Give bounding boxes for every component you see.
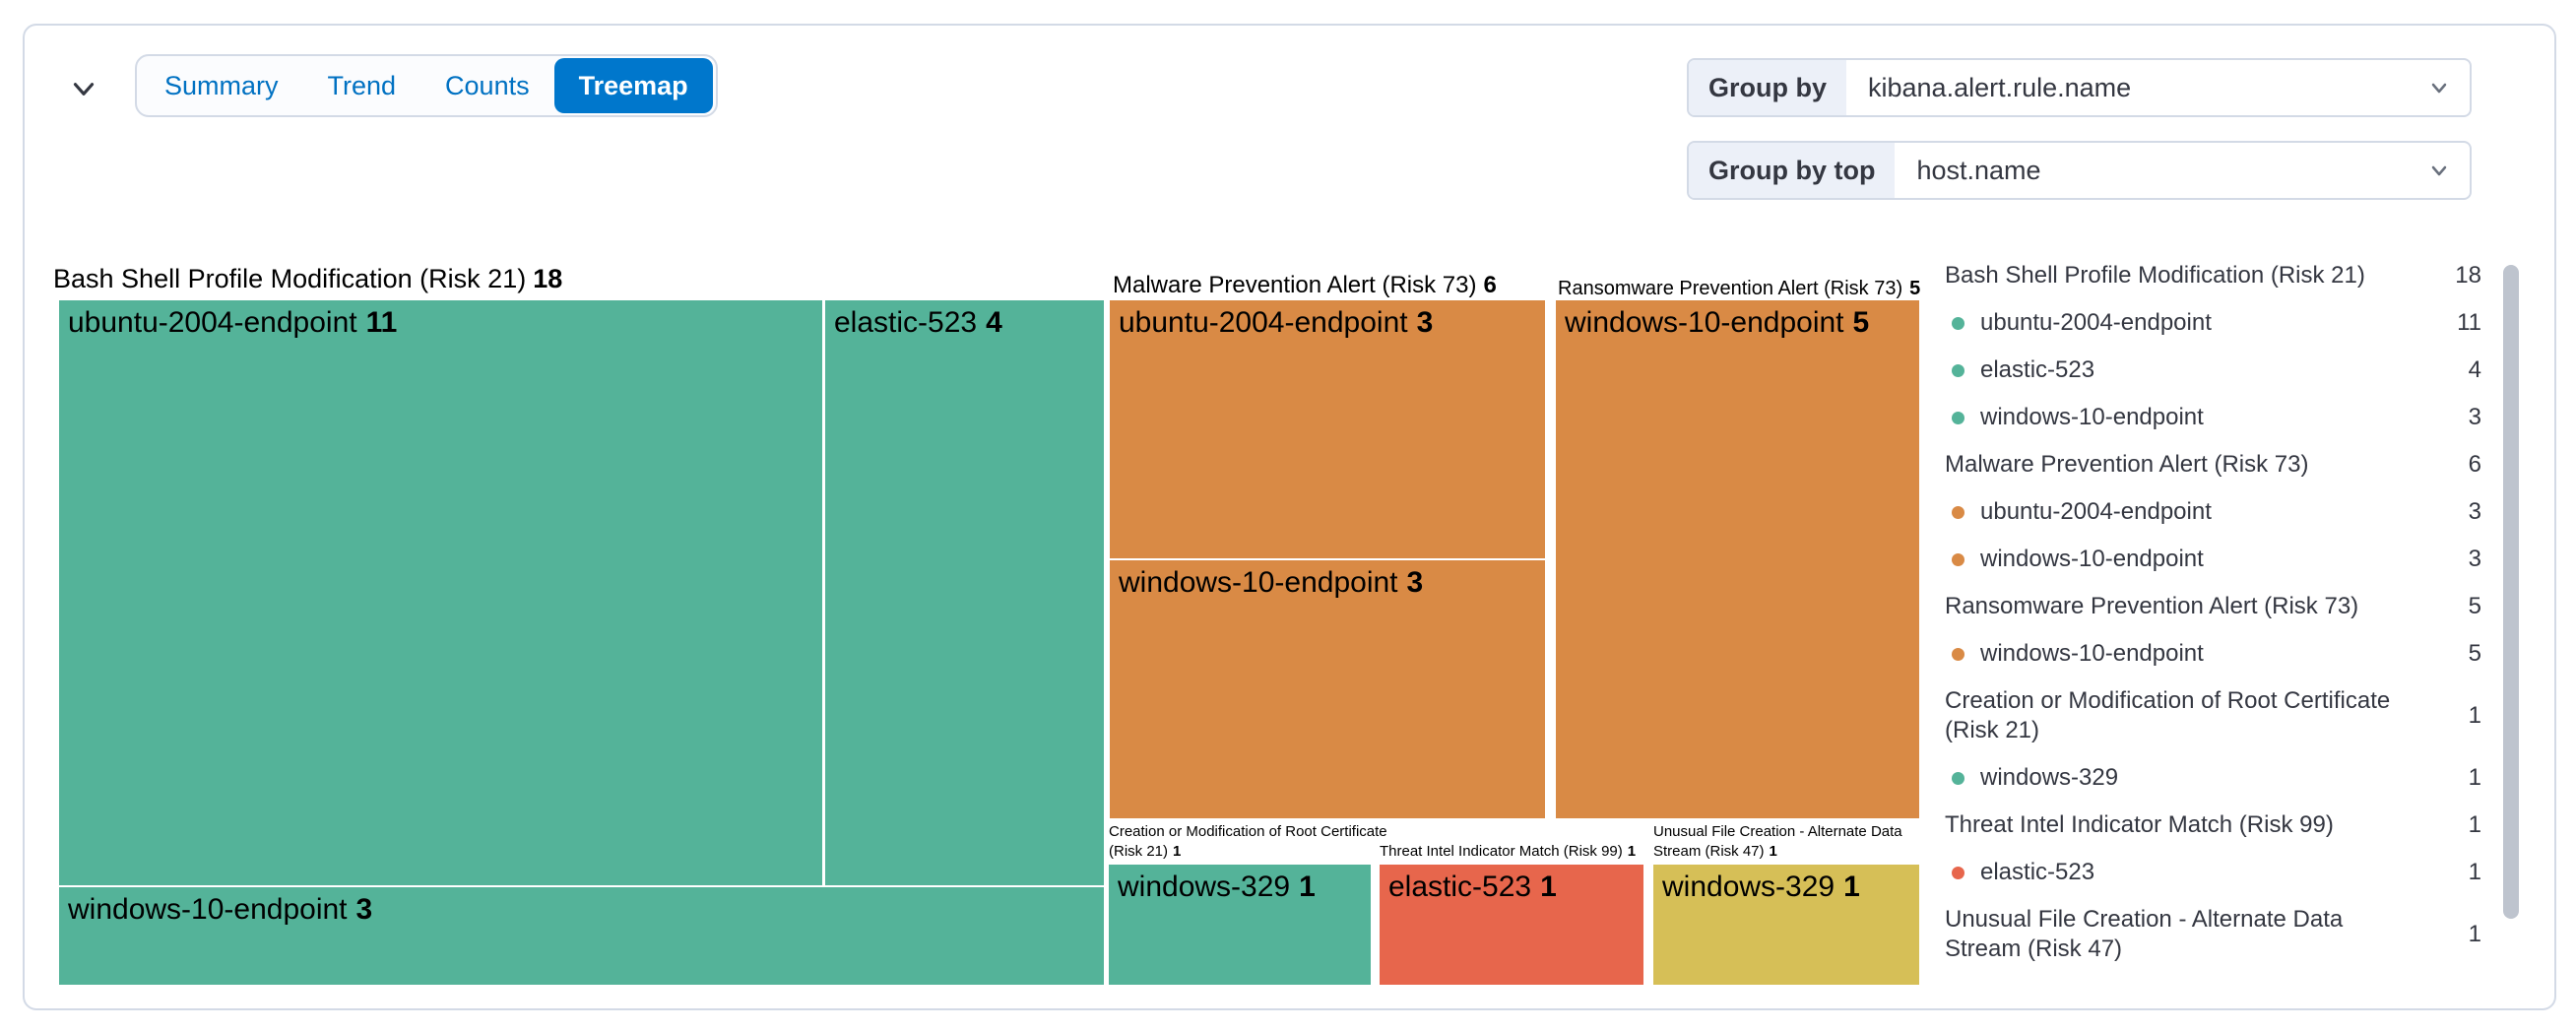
legend-count: 6 bbox=[2468, 451, 2481, 478]
legend-host-row[interactable]: windows-10-endpoint 3 bbox=[1930, 536, 2481, 583]
legend-rule-label: Bash Shell Profile Modification (Risk 21… bbox=[1945, 262, 2365, 289]
tile-label: ubuntu-2004-endpoint 3 bbox=[1119, 306, 1434, 339]
group-by-top-value: host.name bbox=[1916, 155, 2041, 185]
legend-host-label: windows-329 bbox=[1980, 764, 2119, 791]
tile-label: ubuntu-2004-endpoint 11 bbox=[68, 306, 398, 339]
legend-host-label: ubuntu-2004-endpoint bbox=[1980, 498, 2212, 525]
legend-dot-icon bbox=[1952, 866, 1964, 879]
treemap-tile-threatintel-elastic523[interactable]: elastic-523 1 bbox=[1380, 865, 1643, 985]
alerts-panel: Summary Trend Counts Treemap Group by ki… bbox=[23, 24, 2556, 1010]
tile-label: windows-10-endpoint 3 bbox=[1119, 566, 1424, 599]
legend-count: 1 bbox=[2468, 921, 2481, 947]
legend-host-label: windows-10-endpoint bbox=[1980, 546, 2204, 572]
treemap-tile-bash-windows[interactable]: windows-10-endpoint 3 bbox=[59, 887, 1104, 985]
legend-host-label: elastic-523 bbox=[1980, 859, 2095, 885]
group-by-label: Group by bbox=[1689, 60, 1846, 115]
legend-rule-row[interactable]: Ransomware Prevention Alert (Risk 73) 5 bbox=[1930, 583, 2481, 630]
legend-host-row[interactable]: elastic-523 1 bbox=[1930, 849, 2481, 896]
chevron-down-icon bbox=[67, 72, 100, 105]
legend-host-row[interactable]: windows-329 1 bbox=[1930, 754, 2481, 802]
legend-host-label: windows-10-endpoint bbox=[1980, 404, 2204, 430]
tile-label: windows-329 1 bbox=[1118, 871, 1316, 903]
legend-host-row[interactable]: ubuntu-2004-endpoint 3 bbox=[1930, 488, 2481, 536]
chevron-down-icon bbox=[2426, 143, 2470, 198]
treemap-section-title: Ransomware Prevention Alert (Risk 73) 5 bbox=[1558, 278, 1921, 299]
tab-summary[interactable]: Summary bbox=[140, 58, 303, 113]
group-by-top-label: Group by top bbox=[1689, 143, 1896, 198]
collapse-panel-button[interactable] bbox=[64, 69, 103, 108]
legend-count: 11 bbox=[2457, 309, 2481, 336]
legend-count: 3 bbox=[2468, 404, 2481, 430]
tab-counts[interactable]: Counts bbox=[420, 58, 554, 113]
legend-count: 1 bbox=[2468, 811, 2481, 838]
group-by-select[interactable]: Group by kibana.alert.rule.name bbox=[1687, 58, 2472, 117]
legend-rule-label: Malware Prevention Alert (Risk 73) bbox=[1945, 451, 2309, 478]
treemap-section-title: Unusual File Creation - Alternate Data S… bbox=[1653, 823, 1902, 860]
legend-dot-icon bbox=[1952, 647, 1964, 661]
legend-dot-icon bbox=[1952, 505, 1964, 519]
treemap-tile-malware-ubuntu[interactable]: ubuntu-2004-endpoint 3 bbox=[1110, 300, 1545, 558]
legend-count: 18 bbox=[2455, 262, 2481, 289]
treemap-tile-bash-elastic[interactable]: elastic-523 4 bbox=[825, 300, 1104, 885]
view-button-group: Summary Trend Counts Treemap bbox=[135, 54, 718, 117]
treemap-tile-rootcert-windows329[interactable]: windows-329 1 bbox=[1109, 865, 1371, 985]
legend-rule-row[interactable]: Unusual File Creation - Alternate Data S… bbox=[1930, 896, 2481, 973]
legend-rule-label: Unusual File Creation - Alternate Data S… bbox=[1945, 906, 2344, 962]
legend-rule-row[interactable]: Malware Prevention Alert (Risk 73) 6 bbox=[1930, 441, 2481, 488]
tab-treemap[interactable]: Treemap bbox=[553, 58, 713, 113]
legend-count: 5 bbox=[2468, 593, 2481, 619]
legend-count: 1 bbox=[2468, 859, 2481, 885]
legend-count: 3 bbox=[2468, 546, 2481, 572]
legend-count: 5 bbox=[2468, 640, 2481, 667]
group-by-value: kibana.alert.rule.name bbox=[1868, 72, 2132, 102]
legend-host-row[interactable]: windows-10-endpoint 5 bbox=[1930, 630, 2481, 677]
legend-dot-icon bbox=[1952, 552, 1964, 566]
tile-label: elastic-523 1 bbox=[1388, 871, 1557, 903]
legend-count: 4 bbox=[2468, 356, 2481, 383]
legend-dot-icon bbox=[1952, 411, 1964, 424]
legend-host-row[interactable]: elastic-523 4 bbox=[1930, 347, 2481, 394]
legend-rule-row[interactable]: Threat Intel Indicator Match (Risk 99) 1 bbox=[1930, 802, 2481, 849]
tile-label: windows-10-endpoint 5 bbox=[1565, 306, 1870, 339]
chevron-down-icon bbox=[2426, 60, 2470, 115]
legend-rule-label: Creation or Modification of Root Certifi… bbox=[1945, 687, 2391, 743]
legend-rule-row[interactable]: Bash Shell Profile Modification (Risk 21… bbox=[1930, 252, 2481, 299]
treemap-section-title: Threat Intel Indicator Match (Risk 99) 1 bbox=[1380, 843, 1637, 860]
legend-dot-icon bbox=[1952, 363, 1964, 377]
legend-host-label: elastic-523 bbox=[1980, 356, 2095, 383]
legend-host-row[interactable]: ubuntu-2004-endpoint 11 bbox=[1930, 299, 2481, 347]
tab-trend[interactable]: Trend bbox=[303, 58, 421, 113]
group-by-top-select[interactable]: Group by top host.name bbox=[1687, 141, 2472, 200]
treemap-section-title: Bash Shell Profile Modification (Risk 21… bbox=[53, 264, 563, 293]
legend-dot-icon bbox=[1952, 771, 1964, 785]
treemap-tile-bash-ubuntu[interactable]: ubuntu-2004-endpoint 11 bbox=[59, 300, 822, 885]
tile-label: windows-329 1 bbox=[1662, 871, 1860, 903]
legend-rule-label: Ransomware Prevention Alert (Risk 73) bbox=[1945, 593, 2359, 619]
treemap-section-title: Malware Prevention Alert (Risk 73) 6 bbox=[1113, 272, 1497, 298]
legend-rule-row[interactable]: Creation or Modification of Root Certifi… bbox=[1930, 677, 2481, 754]
tile-label: windows-10-endpoint 3 bbox=[68, 893, 373, 926]
legend-count: 3 bbox=[2468, 498, 2481, 525]
treemap-tile-unusualfile-windows329[interactable]: windows-329 1 bbox=[1653, 865, 1919, 985]
treemap-legend: Bash Shell Profile Modification (Risk 21… bbox=[1930, 252, 2481, 973]
tile-label: elastic-523 4 bbox=[834, 306, 1002, 339]
legend-scrollbar-thumb[interactable] bbox=[2503, 265, 2519, 919]
legend-count: 1 bbox=[2468, 764, 2481, 791]
legend-dot-icon bbox=[1952, 316, 1964, 330]
treemap-tile-malware-windows[interactable]: windows-10-endpoint 3 bbox=[1110, 560, 1545, 818]
treemap-section-title: Creation or Modification of Root Certifi… bbox=[1109, 823, 1387, 860]
legend-rule-label: Threat Intel Indicator Match (Risk 99) bbox=[1945, 811, 2334, 838]
legend-host-label: ubuntu-2004-endpoint bbox=[1980, 309, 2212, 336]
treemap-tile-ransomware-windows[interactable]: windows-10-endpoint 5 bbox=[1556, 300, 1919, 818]
legend-host-label: windows-10-endpoint bbox=[1980, 640, 2204, 667]
legend-host-row[interactable]: windows-10-endpoint 3 bbox=[1930, 394, 2481, 441]
legend-count: 1 bbox=[2468, 702, 2481, 729]
